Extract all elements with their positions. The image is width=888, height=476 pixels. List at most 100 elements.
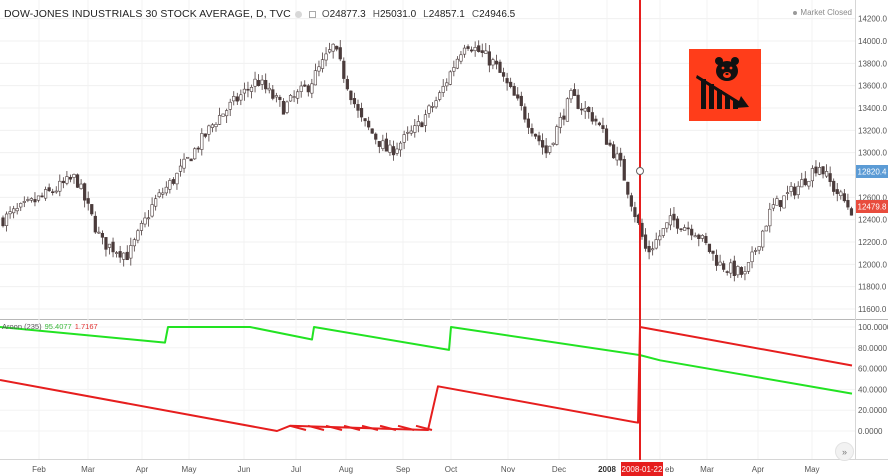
low-label: L [423,8,429,20]
candle-body [292,96,296,98]
candle-body [416,121,420,127]
candle-body [40,195,44,198]
candle-body [203,133,207,137]
candle-body [196,147,200,150]
symbol-title[interactable]: DOW-JONES INDUSTRIALS 30 STOCK AVERAGE, … [4,8,291,20]
eye-icon[interactable] [294,10,302,18]
price-tick-label: 11600.0 [858,305,887,314]
settings-square-icon[interactable] [308,10,316,18]
price-tick-label: 12000.0 [858,260,887,269]
candle-body [413,125,417,133]
indicator-tick-label: 80.0000 [858,344,887,353]
cursor-point[interactable] [636,167,644,175]
bear-chart-icon [696,57,749,109]
candle-body [686,227,690,230]
candle-body [704,236,708,244]
candle-body [214,123,218,127]
candle-body [264,79,268,90]
candle-body [505,78,509,84]
candle-body [725,271,729,273]
price-tick-label: 13400.0 [858,104,887,113]
candle-body [359,108,364,118]
candle-body [700,235,704,239]
candle-body [207,125,211,135]
time-tick-label: Feb [32,465,46,474]
candle-body [665,222,669,229]
candle-body [242,88,247,94]
status-dot-icon [793,10,798,15]
time-tick-label: Jun [238,465,251,474]
candle-body [79,183,83,189]
candle-body [466,46,470,49]
candle-body [313,70,318,86]
candle-body [143,217,147,225]
candle-body [519,95,523,106]
candle-body [484,50,488,54]
candle-body [679,228,683,231]
candle-body [12,208,16,214]
candle-body [239,94,243,101]
time-axis[interactable]: Feb Mar Apr May Jun Jul Aug Sep Oct Nov Dec 2008 Mar… [32,465,819,474]
candle-body [501,72,506,77]
candle-body [718,261,722,266]
candle-body [711,250,715,254]
candle-body [643,234,648,249]
candle-body [611,144,616,159]
candle-body [225,110,229,117]
candle-body [540,140,545,148]
time-tick-label: 2008 [598,465,616,474]
candle-body [810,168,814,182]
candle-body [210,124,215,128]
candle-body [36,195,41,201]
price-tick-label: 13200.0 [858,126,887,135]
candle-body [722,263,726,270]
candle-body [178,165,183,172]
candle-body [782,195,786,209]
time-tick-label: Dec [552,465,566,474]
candle-body [761,230,765,248]
candle-body [61,180,65,184]
candle-body [533,133,538,137]
candle-body [526,118,530,128]
candle-body [714,254,719,266]
candle-body [807,180,811,187]
candlestick-series [1,40,854,282]
chart-legend[interactable]: DOW-JONES INDUSTRIALS 30 STOCK AVERAGE, … [4,6,515,22]
indicator-name[interactable]: Aroon (235) [2,322,42,331]
candle-body [647,246,651,253]
candle-body [555,126,559,145]
candle-body [753,250,758,252]
candle-body [768,208,772,227]
candle-body [331,43,335,52]
last-price-badge-blue: 12820.4 [856,165,888,178]
indicator-axis[interactable]: 100.0000 80.0000 60.0000 40.0000 20.0000 0.00… [858,323,888,436]
candle-body [19,203,23,208]
candle-body [164,186,168,194]
scroll-to-realtime-button[interactable]: » [835,442,854,461]
candle-body [367,120,371,128]
badge-blue-text: 12820.4 [858,168,887,177]
candle-body [303,84,307,87]
candle-body [406,131,410,134]
candle-body [299,85,303,92]
candle-body [186,156,190,159]
candle-body [171,179,176,184]
price-axis[interactable]: 14200.0 14000.0 13800.0 13600.0 13400.0 13200… [858,15,887,314]
candle-body [118,251,122,258]
candle-body [835,189,839,195]
candle-body [115,252,119,254]
candle-body [395,148,399,154]
indicator-legend[interactable]: Aroon (235) 95.4077 1.7167 [2,322,98,331]
badge-red-text: 12479.8 [858,203,887,212]
candle-body [576,94,580,109]
candle-body [523,106,527,120]
indicator-tick-label: 20.0000 [858,406,887,415]
aroon-down-line [0,326,853,432]
open-value: 24877.3 [329,8,366,20]
time-tick-label: May [181,465,196,474]
candle-body [26,199,30,201]
candle-body [626,181,630,195]
high-label: H [372,8,380,20]
